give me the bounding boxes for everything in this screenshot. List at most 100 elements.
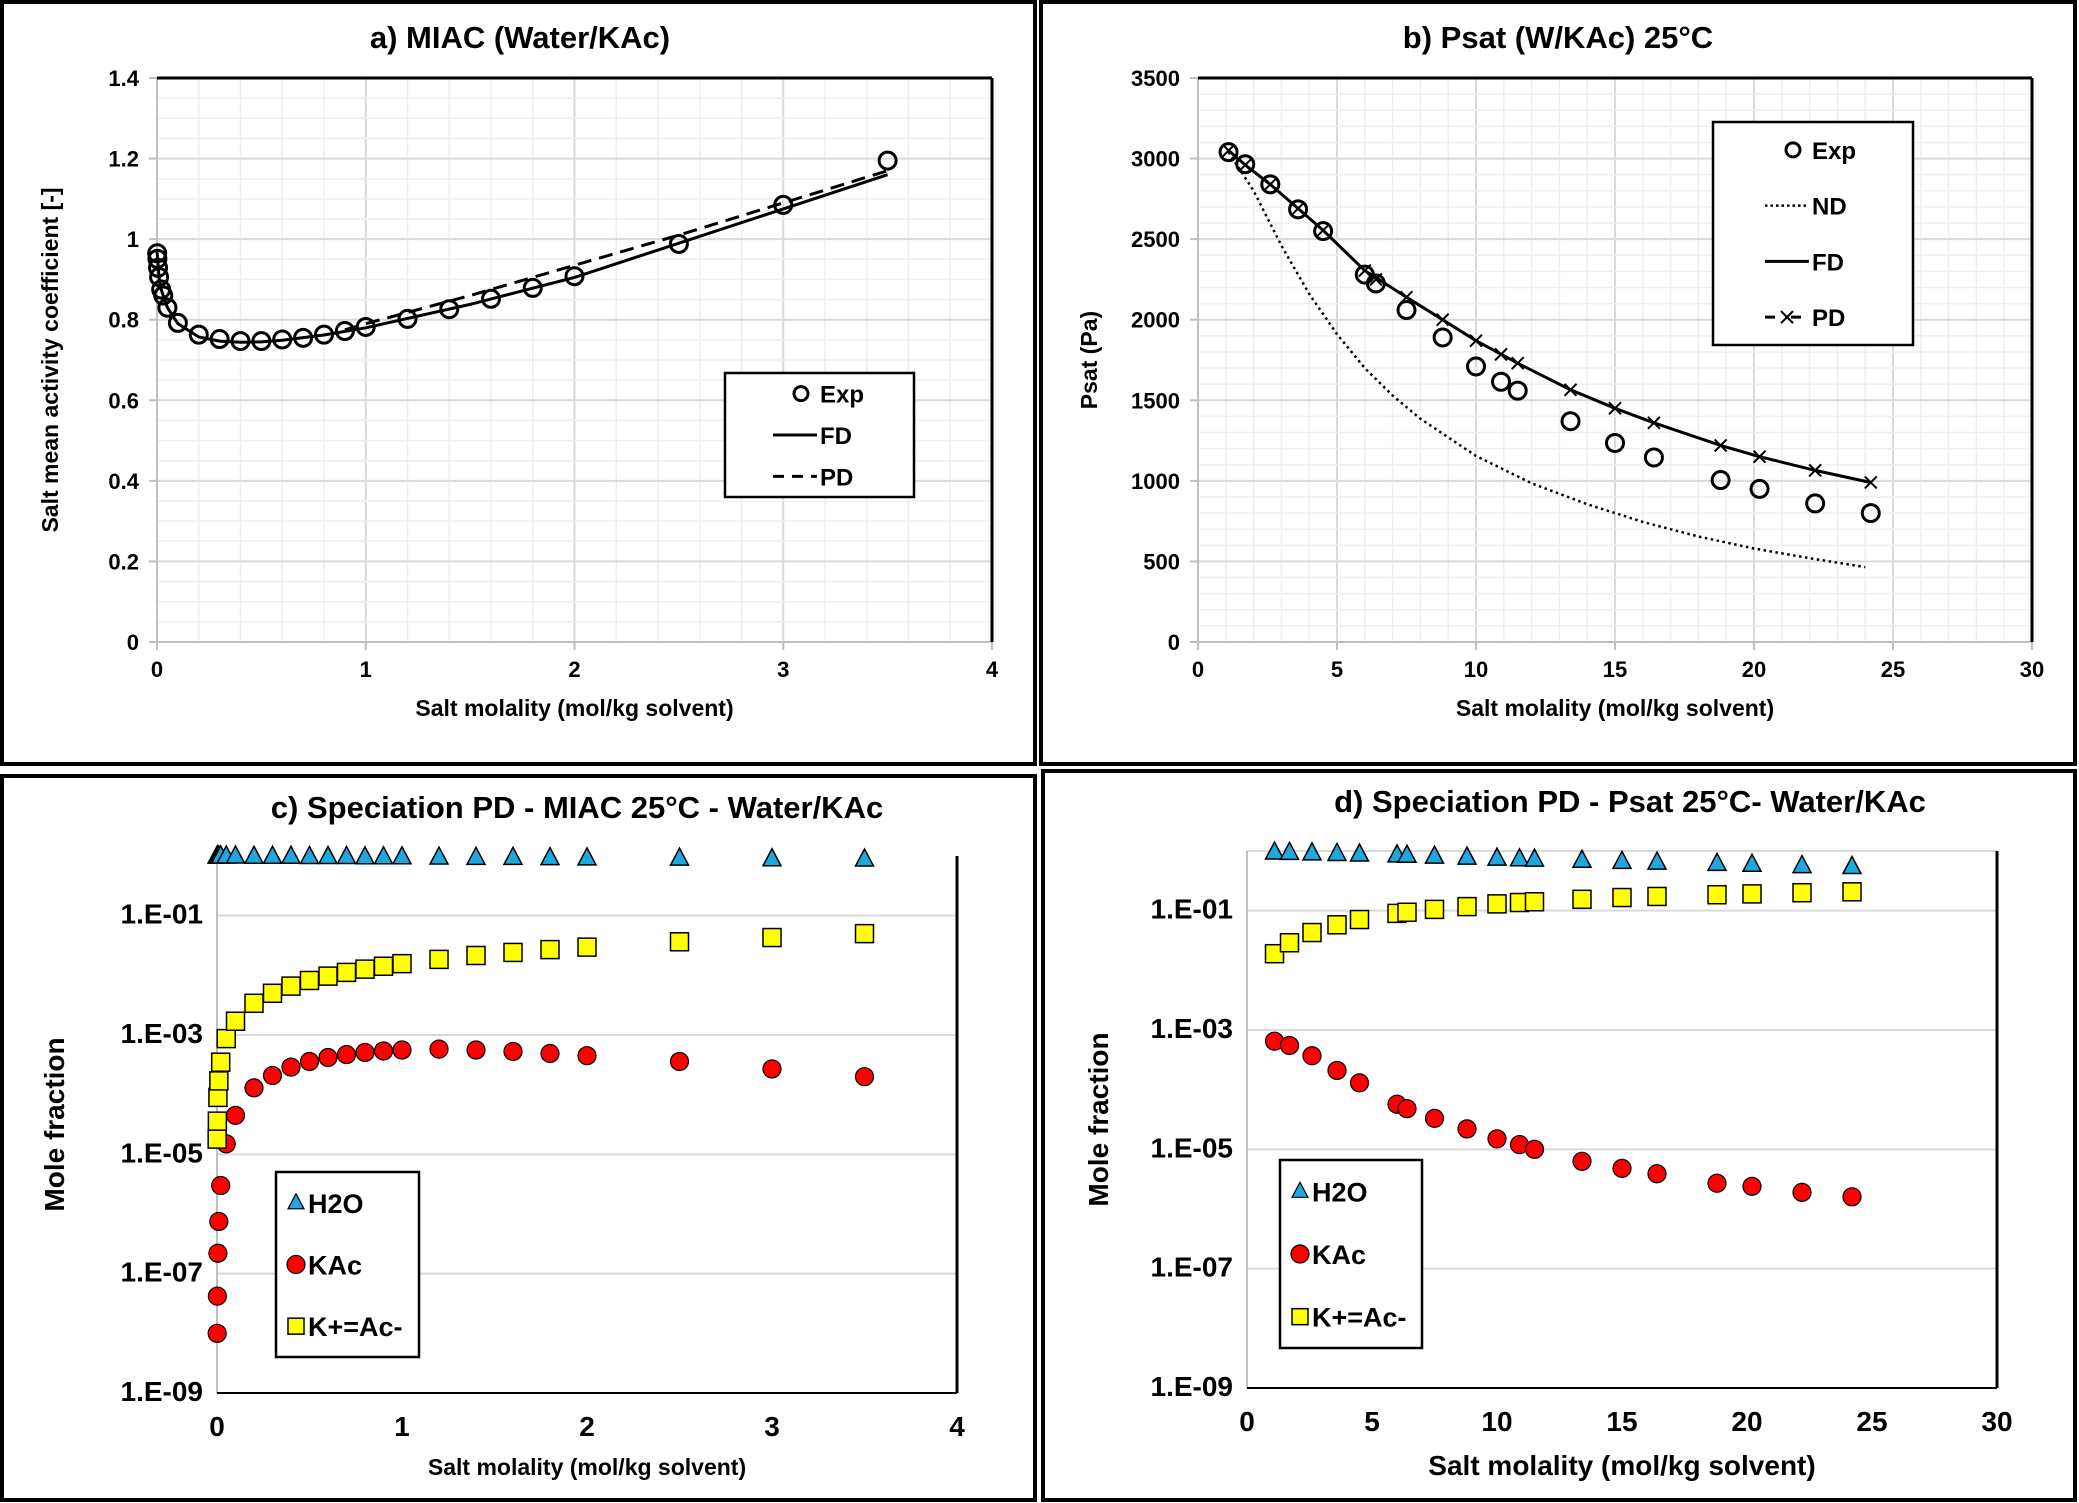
data-point-circle: [439, 299, 460, 320]
cross-marker: [1399, 290, 1414, 304]
y-tick-label: 0: [1168, 630, 1180, 655]
data-point-square: [1842, 882, 1862, 902]
data-point-triangle: [280, 844, 302, 865]
legend-item: PD: [773, 464, 853, 491]
y-tick-label: 0.2: [108, 549, 139, 574]
x-tick-label: 25: [1881, 657, 1905, 682]
data-point-square: [1524, 892, 1545, 912]
data-point-circle: [1491, 371, 1512, 392]
cross-marker: [1510, 356, 1525, 370]
data-point-square: [1397, 902, 1417, 923]
y-tick-label: 3500: [1131, 66, 1180, 91]
legend-label: KAc: [308, 1251, 362, 1281]
cross-marker: [1263, 177, 1277, 192]
panel-a-chart: a) MIAC (Water/KAc) 0 1 2 3 4 0 0.2 0.4 0.6 0.8 1 1.…: [37, 20, 999, 721]
legend-label: Exp: [820, 382, 864, 409]
data-point-triangle: [1301, 841, 1323, 861]
x-tick-label: 15: [1606, 1406, 1637, 1437]
data-point-square: [336, 962, 357, 983]
data-point-triangle: [539, 846, 561, 866]
data-point-circle: [1397, 1099, 1417, 1119]
data-point-triangle: [354, 845, 376, 865]
y-tick-label: 0: [127, 630, 139, 655]
x-tick-label: 4: [949, 1411, 965, 1442]
legend-item: K+=Ac-: [287, 1312, 403, 1342]
legend: Exp ND FD PD: [1711, 120, 1915, 347]
data-point-triangle: [391, 845, 413, 865]
panel-d-chart: d) Speciation PD - Psat 25°C- Water/KAc 0…: [1083, 784, 2013, 1481]
data-point-triangle: [1646, 850, 1668, 870]
data-point-circle: [299, 1051, 320, 1072]
x-tick-label: 20: [1742, 657, 1766, 682]
legend-item: Exp: [792, 382, 864, 409]
data-point-circle: [577, 1046, 597, 1066]
panel-d-frame: [1041, 769, 2077, 1502]
data-point-circle: [355, 1042, 375, 1063]
legend-label: FD: [820, 423, 852, 450]
legend-symbol-circle: [792, 385, 810, 403]
data-point-circle: [208, 1243, 228, 1263]
cross-marker: [1647, 416, 1661, 430]
cross-marker: [1563, 383, 1578, 397]
data-point-circle: [1524, 1139, 1545, 1159]
data-point-square: [1612, 887, 1632, 908]
legend-symbol-square: [1291, 1307, 1309, 1326]
data-point-circle: [1860, 503, 1881, 524]
data-point-triangle: [1456, 845, 1478, 865]
y-tick-label: 2000: [1131, 308, 1180, 333]
data-point-circle: [1396, 300, 1417, 321]
y-axis-label: Salt mean activity coefficient [-]: [37, 187, 63, 532]
data-point-circle: [503, 1041, 523, 1062]
data-point-triangle: [1486, 846, 1508, 866]
legend-symbol-cross: [1780, 310, 1794, 324]
data-point-triangle: [1326, 841, 1348, 862]
cross-marker: [1469, 333, 1483, 348]
data-point-triangle: [299, 844, 320, 865]
legend: Exp FD PD: [723, 371, 916, 499]
series-fd: [155, 173, 889, 344]
x-tick-label: 4: [986, 657, 999, 682]
cross-marker: [1221, 143, 1236, 158]
series-k-ac-: [207, 923, 875, 1149]
x-tick-label: 1: [360, 657, 372, 682]
data-point-circle: [669, 1051, 690, 1072]
legend-label: H2O: [308, 1189, 364, 1219]
data-point-circle: [481, 288, 501, 309]
data-point-triangle: [1424, 844, 1445, 864]
data-point-triangle: [1791, 853, 1813, 874]
data-point-square: [1302, 922, 1322, 943]
legend-label: FD: [1812, 249, 1844, 276]
data-point-circle: [209, 1211, 229, 1232]
data-point-circle: [1647, 1164, 1667, 1184]
legend-item: H2O: [1291, 1177, 1368, 1207]
data-point-square: [208, 1087, 228, 1108]
chart-title: d) Speciation PD - Psat 25°C- Water/KAc: [1334, 784, 1926, 819]
data-point-square: [1487, 894, 1507, 914]
x-tick-label: 1: [394, 1411, 410, 1442]
data-point-circle: [167, 312, 188, 333]
data-point-square: [209, 1071, 229, 1091]
data-point-square: [1264, 943, 1285, 964]
cross-marker: [1316, 223, 1330, 237]
chart-title: b) Psat (W/KAc) 25°C: [1403, 20, 1713, 55]
data-point-circle: [1487, 1129, 1507, 1149]
data-point-circle: [668, 233, 689, 254]
y-tick-label: 500: [1143, 549, 1180, 574]
data-point-square: [373, 956, 394, 976]
legend-box: [1711, 120, 1915, 347]
data-point-circle: [262, 1065, 283, 1086]
data-point-triangle: [576, 846, 598, 866]
legend-label: K+=Ac-: [1312, 1303, 1407, 1333]
data-point-circle: [564, 266, 585, 287]
data-point-square: [207, 1111, 228, 1131]
cross-marker: [1608, 401, 1622, 416]
legend-label: KAc: [1312, 1240, 1366, 1270]
data-point-square: [466, 945, 486, 966]
data-point-triangle: [669, 846, 690, 866]
data-point-circle: [1612, 1158, 1632, 1178]
data-point-circle: [207, 1286, 227, 1306]
data-point-circle: [1260, 174, 1281, 195]
data-point-square: [540, 939, 560, 960]
y-axis-label: Mole fraction: [39, 1037, 70, 1211]
data-point-triangle: [502, 845, 524, 866]
